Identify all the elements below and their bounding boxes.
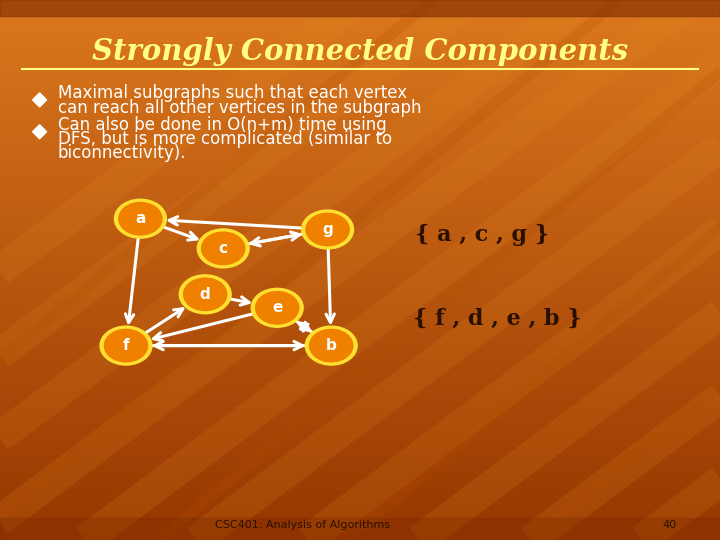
Circle shape [114, 199, 166, 238]
Polygon shape [32, 125, 47, 139]
Circle shape [104, 329, 148, 362]
Text: b: b [325, 338, 337, 353]
Text: biconnectivity).: biconnectivity). [58, 144, 186, 163]
Circle shape [184, 278, 227, 310]
Circle shape [119, 202, 162, 235]
Circle shape [202, 232, 245, 265]
Text: a: a [135, 211, 145, 226]
Text: { a , c , g }: { a , c , g } [415, 224, 549, 246]
Circle shape [306, 213, 349, 246]
Circle shape [179, 275, 231, 314]
Text: e: e [272, 300, 282, 315]
Text: c: c [219, 241, 228, 256]
Polygon shape [32, 93, 47, 107]
Text: d: d [200, 287, 210, 302]
Text: can reach all other vertices in the subgraph: can reach all other vertices in the subg… [58, 99, 421, 117]
Text: { f , d , e , b }: { f , d , e , b } [413, 308, 581, 329]
Circle shape [251, 288, 303, 327]
Text: 40: 40 [662, 520, 677, 530]
Circle shape [310, 329, 353, 362]
Circle shape [100, 326, 152, 365]
Text: CSC401: Analysis of Algorithms: CSC401: Analysis of Algorithms [215, 520, 390, 530]
Circle shape [256, 292, 299, 324]
Circle shape [197, 229, 249, 268]
Text: DFS, but is more complicated (similar to: DFS, but is more complicated (similar to [58, 130, 392, 148]
Text: g: g [323, 222, 333, 237]
Text: Maximal subgraphs such that each vertex: Maximal subgraphs such that each vertex [58, 84, 407, 103]
Text: f: f [122, 338, 130, 353]
Circle shape [302, 210, 354, 249]
Circle shape [305, 326, 357, 365]
Text: Strongly Connected Components: Strongly Connected Components [92, 37, 628, 66]
Text: Can also be done in O(n+m) time using: Can also be done in O(n+m) time using [58, 116, 387, 134]
